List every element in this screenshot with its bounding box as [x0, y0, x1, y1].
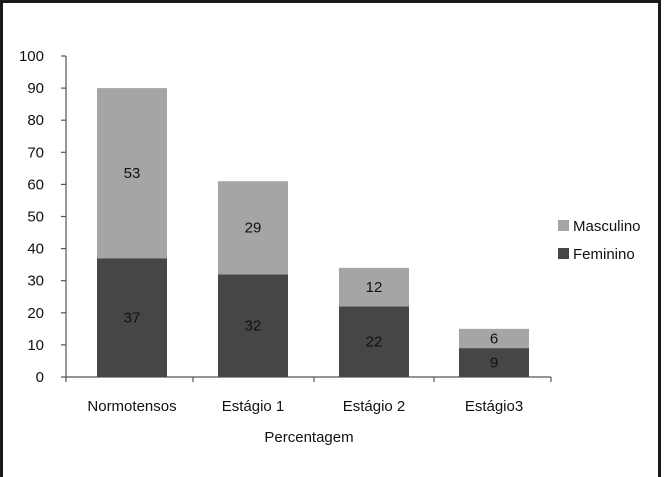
- legend: Masculino Feminino: [558, 218, 641, 263]
- data-label: 6: [490, 330, 498, 347]
- legend-label-masculino: Masculino: [573, 218, 641, 235]
- category-label: Estágio3: [465, 398, 523, 415]
- legend-label-feminino: Feminino: [573, 246, 635, 263]
- bar-feminino-3: [339, 306, 409, 377]
- y-tick-label: 20: [27, 305, 44, 322]
- bar-feminino-2: [218, 274, 288, 377]
- data-label: 22: [366, 334, 383, 351]
- data-label: 37: [124, 310, 141, 327]
- bar-masculino-4: [459, 328, 529, 349]
- bar-feminino-1: [97, 258, 167, 377]
- bar-masculino-2: [218, 181, 288, 275]
- x-axis-label: Percentagem: [264, 429, 353, 446]
- legend-swatch-feminino: [558, 248, 569, 259]
- y-tick-label: 80: [27, 112, 44, 129]
- bar-masculino-1: [97, 88, 167, 259]
- y-tick-label: 0: [36, 369, 44, 386]
- y-tick-label: 50: [27, 209, 44, 226]
- legend-swatch-masculino: [558, 220, 569, 231]
- bar-masculino-3: [339, 267, 409, 307]
- category-label: Estágio 2: [343, 398, 406, 415]
- category-label: Estágio 1: [222, 398, 285, 415]
- y-axis: 0 10 20 30 40 50 60 70 80 90 100: [19, 48, 67, 386]
- data-label: 12: [366, 279, 383, 296]
- bars: 37 53 32 29 22 12 9 6: [97, 88, 529, 377]
- category-label: Normotensos: [87, 398, 176, 415]
- y-tick-label: 70: [27, 144, 44, 161]
- bar-feminino-4: [459, 348, 529, 377]
- y-tick-label: 40: [27, 241, 44, 258]
- x-axis: Normotensos Estágio 1 Estágio 2 Estágio3: [65, 376, 552, 415]
- data-label: 53: [124, 165, 141, 182]
- data-label: 32: [245, 318, 262, 335]
- data-label: 29: [245, 220, 262, 237]
- y-tick-label: 60: [27, 176, 44, 193]
- y-tick-label: 90: [27, 80, 44, 97]
- y-tick-label: 100: [19, 48, 44, 65]
- y-tick-label: 10: [27, 337, 44, 354]
- data-label: 9: [490, 355, 498, 372]
- y-tick-label: 30: [27, 273, 44, 290]
